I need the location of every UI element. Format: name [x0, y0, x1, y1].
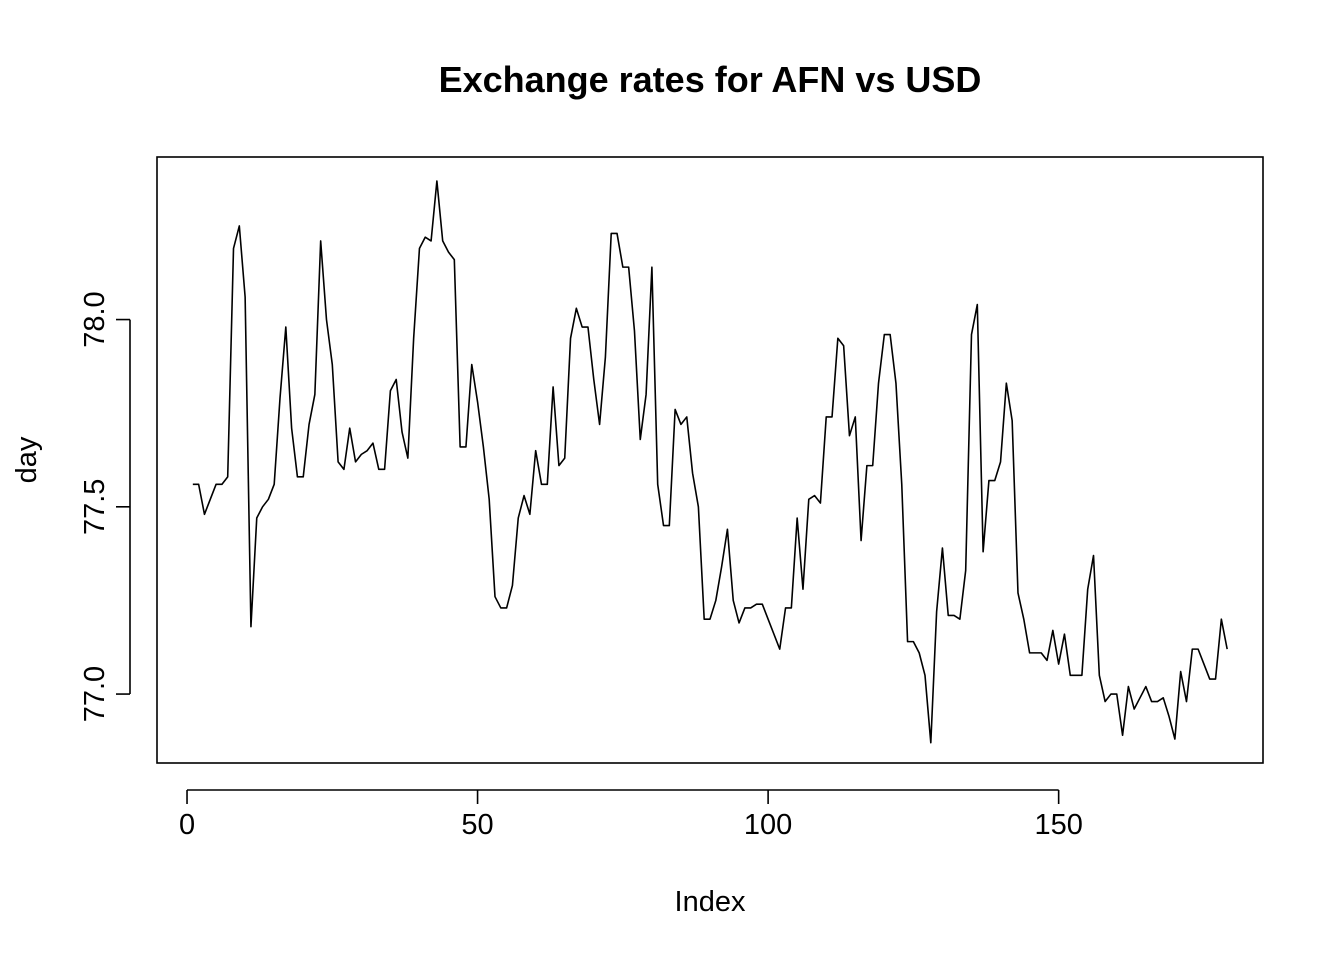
x-axis: 0 50 100 150 [179, 789, 1083, 841]
y-tick-label: 77.5 [79, 479, 111, 535]
series-line [192, 180, 1228, 744]
chart-title: Exchange rates for AFN vs USD [439, 59, 982, 100]
y-axis-label: day [11, 436, 43, 483]
y-tick-label: 78.0 [79, 291, 111, 347]
y-axis: 77.0 77.5 78.0 [79, 291, 131, 722]
x-axis-label: Index [675, 886, 746, 918]
plot-frame [156, 156, 1264, 764]
y-tick-label: 77.0 [79, 666, 111, 722]
x-tick-label: 150 [1034, 809, 1082, 841]
x-tick-label: 50 [461, 809, 493, 841]
data-points [192, 180, 1228, 743]
x-tick-label: 100 [744, 809, 792, 841]
x-tick-label: 0 [179, 809, 195, 841]
